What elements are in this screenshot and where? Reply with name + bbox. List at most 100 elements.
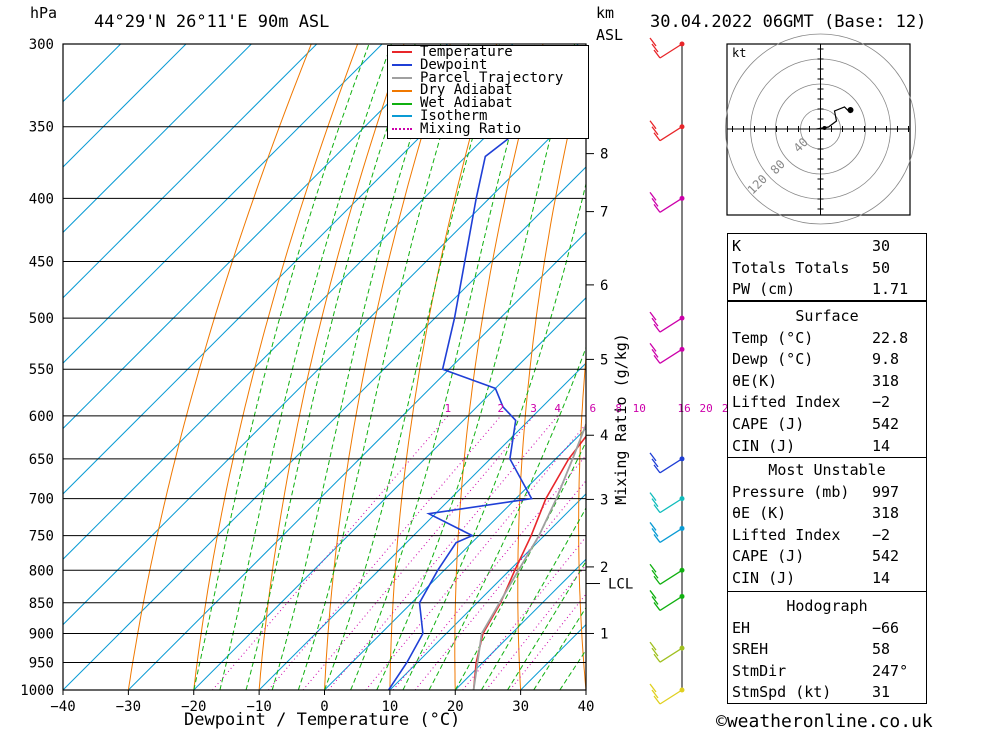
km-tick-label: 4 [600, 428, 608, 444]
isotherm-line [63, 166, 586, 690]
surface-index-label: Temp (°C) [732, 328, 814, 347]
mixing-ratio-label: 8 [615, 402, 622, 415]
km-tick-label: 6 [600, 278, 608, 294]
datetime-title: 30.04.2022 06GMT (Base: 12) [650, 12, 927, 32]
legend-entry: Mixing Ratio [388, 120, 588, 137]
general-index-row: Totals Totals 50 [728, 258, 926, 280]
x-tick-label: 20 [447, 699, 464, 715]
legend-label: Mixing Ratio [420, 120, 522, 137]
y-tick-label: 600 [29, 409, 54, 425]
legend-label: Parcel Trajectory [420, 69, 564, 86]
general-index-row: PW (cm) 1.71 [728, 279, 926, 301]
isotherm-line [324, 427, 586, 690]
most-unstable-index-row: Lifted Index −2 [728, 525, 926, 547]
wind-barb-shaft [649, 641, 683, 663]
legend-swatch [392, 51, 412, 54]
hodograph-index-label: StmDir [732, 661, 787, 680]
mixing-ratio-label: 16 [677, 402, 690, 415]
y-tick-label: 300 [29, 37, 54, 53]
wind-barb [649, 311, 683, 333]
x-tick-label: −40 [50, 699, 75, 715]
hodograph-index-value: 31 [872, 683, 891, 702]
hodograph-unit: kt [732, 46, 746, 60]
legend-entry: Temperature [388, 45, 588, 59]
hodograph-index-row: EH −66 [728, 618, 926, 640]
data-series [387, 77, 586, 690]
isotherm-line [454, 558, 586, 690]
most-unstable-index-value: 14 [872, 568, 891, 587]
isotherm-line [63, 44, 579, 560]
plot-frame [62, 43, 587, 691]
wind-barb [649, 590, 683, 611]
mixing-ratio-label: 6 [590, 402, 597, 415]
surface-index-label: Dewp (°C) [732, 350, 814, 369]
most-unstable-title: Most Unstable [768, 461, 886, 479]
hodograph-trace [816, 106, 851, 130]
surface-index-value: 22.8 [872, 328, 909, 347]
surface-index-value: 9.8 [872, 350, 900, 369]
location-title: 44°29'N 26°11'E 90m ASL [94, 12, 330, 32]
mixing-ratio-title: Mixing Ratio (g/kg) [612, 333, 630, 505]
surface-title: Surface [795, 307, 859, 325]
legend-swatch [392, 115, 412, 118]
legend-swatch [392, 128, 412, 131]
hodograph-point [822, 126, 827, 130]
mixing-ratio-label: 10 [633, 402, 646, 415]
hodograph-index-value: 247° [872, 661, 909, 680]
legend-entry: Dewpoint [388, 56, 588, 73]
mixing-ratio-line [485, 564, 586, 690]
y-tick-label: 950 [29, 655, 54, 671]
mixing-ratio-labels: 12346810162025 [445, 402, 736, 415]
y-tick-label: 1000 [20, 683, 54, 699]
wind-barb-shaft [649, 311, 683, 333]
isotherm-line [63, 44, 383, 364]
series-line-parcel-trajectory [472, 422, 586, 690]
x-tick-label: −20 [181, 699, 206, 715]
dry-adiabat-line [193, 44, 359, 690]
y-tick-label: 800 [29, 563, 54, 579]
isotherm-line [63, 44, 252, 234]
surface-index-value: −2 [872, 393, 891, 412]
mixing-ratio-line [268, 415, 502, 690]
legend-label: Dewpoint [420, 56, 488, 73]
wet-adiabat-line [245, 44, 416, 690]
surface-index-value: 318 [872, 371, 900, 390]
x-tick-label: −10 [246, 699, 271, 715]
wind-barb-shaft [649, 492, 683, 514]
y-tick-label: 350 [29, 120, 54, 136]
dry-adiabat-line [957, 44, 1000, 690]
wind-barb [649, 522, 683, 543]
footer-credit[interactable]: ©weatheronline.co.uk [716, 711, 933, 732]
mixing-ratio-line [212, 415, 449, 690]
indices-general: K 30 Totals Totals 50 PW (cm) 1.71 [727, 233, 927, 301]
isotherm-line [193, 297, 586, 690]
most-unstable-index-value: 318 [872, 504, 900, 523]
indices-hodograph: Hodograph EH −66 SREH 58 StmDir 247° StmSpd (k… [727, 591, 927, 704]
dry-adiabat-line [695, 44, 729, 690]
wind-barb [649, 452, 683, 474]
general-index-value: 30 [872, 237, 891, 255]
surface-index-label: θE(K) [732, 371, 778, 390]
legend-label: Isotherm [420, 107, 488, 124]
isotherm-line [63, 100, 586, 626]
wind-barb-shaft [649, 452, 683, 474]
surface-index-label: CIN (J) [732, 436, 796, 455]
hodograph-ring [725, 33, 916, 225]
most-unstable-index-row: Pressure (mb) 997 [728, 482, 926, 504]
legend-swatch [392, 76, 412, 79]
x-axis-title: Dewpoint / Temperature (°C) [184, 710, 461, 730]
wet-adiabat-line [219, 44, 392, 690]
surface-index-value: 542 [872, 414, 900, 433]
surface-index-row: θE(K) 318 [728, 371, 926, 393]
hodograph-index-value: 58 [872, 640, 891, 659]
km-tick-label: 8 [600, 147, 608, 163]
hodograph-index-label: StmSpd (kt) [732, 683, 832, 702]
most-unstable-index-value: −2 [872, 525, 891, 544]
wind-barb-shaft [649, 342, 683, 364]
wet-adiabat-line [376, 44, 576, 690]
km-tick-label: 3 [600, 492, 608, 508]
hodograph-storm-motion [847, 107, 854, 113]
most-unstable-index-value: 997 [872, 482, 900, 501]
isotherm-line [63, 44, 514, 495]
legend-entry: Isotherm [388, 107, 588, 124]
